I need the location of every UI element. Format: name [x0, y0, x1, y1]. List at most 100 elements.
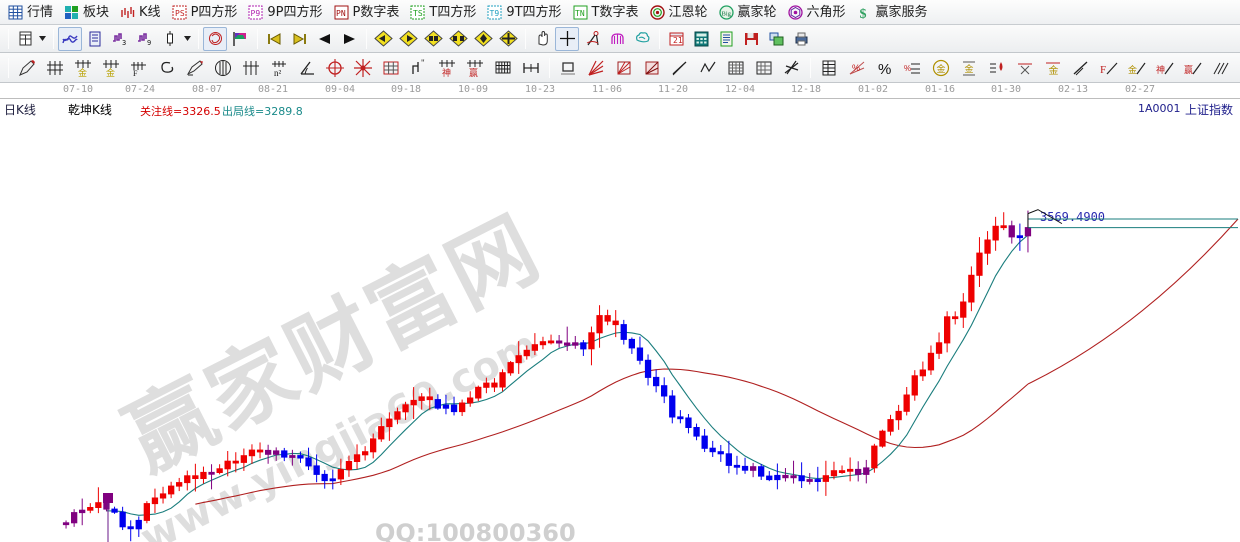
- spiral-icon[interactable]: [153, 55, 180, 81]
- period-dropdown-caret-icon[interactable]: [38, 27, 47, 51]
- calculator-icon[interactable]: [689, 27, 713, 51]
- ink-drop-icon[interactable]: [983, 55, 1010, 81]
- menu-item-7[interactable]: T9 9T四方形: [483, 1, 568, 24]
- star-burst-icon[interactable]: [349, 55, 376, 81]
- n2-square-icon[interactable]: n²: [265, 55, 292, 81]
- date-tick-3: 08-21: [257, 84, 289, 95]
- target-circle-icon[interactable]: [321, 55, 348, 81]
- gann-tool-icon[interactable]: [203, 26, 227, 51]
- slope-line-icon[interactable]: [1067, 55, 1094, 81]
- cross-red-icon[interactable]: [1011, 55, 1038, 81]
- cross-fan-icon[interactable]: [778, 55, 805, 81]
- menu-item-1[interactable]: 板块: [60, 1, 116, 24]
- print-icon[interactable]: [789, 27, 813, 51]
- multi-chart-icon[interactable]: [58, 26, 82, 51]
- kline-9-icon[interactable]: 9: [133, 27, 157, 51]
- next-page-icon[interactable]: [337, 27, 361, 51]
- zoom-out-diamond-icon[interactable]: [446, 27, 470, 51]
- zigzag-icon[interactable]: [694, 55, 721, 81]
- cloud-tool-icon[interactable]: [630, 27, 654, 51]
- crosshair-icon[interactable]: [555, 26, 579, 51]
- percent-icon[interactable]: %: [871, 55, 898, 81]
- svg-text:F: F: [133, 69, 138, 78]
- gold-line-icon[interactable]: 金: [955, 55, 982, 81]
- expand-diamond-icon[interactable]: [496, 27, 520, 51]
- ledger-icon[interactable]: [815, 55, 842, 81]
- fan-tool-icon[interactable]: [605, 27, 629, 51]
- menu-item-9[interactable]: 江恩轮: [646, 1, 715, 24]
- save-icon[interactable]: [739, 27, 763, 51]
- arrow-right-diamond-icon[interactable]: [396, 27, 420, 51]
- menu-item-6[interactable]: TS T四方形: [406, 1, 483, 24]
- svg-text:TN: TN: [575, 9, 585, 18]
- angle-tool-icon[interactable]: [293, 55, 320, 81]
- svg-text:神: 神: [1156, 64, 1165, 75]
- report-icon[interactable]: [83, 27, 107, 51]
- candle-dropdown-caret-icon[interactable]: [183, 27, 192, 51]
- percent-fan-icon[interactable]: %: [843, 55, 870, 81]
- compress-diamond-icon[interactable]: [471, 27, 495, 51]
- prev-page-icon[interactable]: [312, 27, 336, 51]
- step-line-icon[interactable]: ": [405, 55, 432, 81]
- gold-grid-2-icon[interactable]: 金: [97, 55, 124, 81]
- pencil-draw-icon[interactable]: [13, 55, 40, 81]
- quotes-icon: [8, 5, 23, 20]
- notes-icon[interactable]: [714, 27, 738, 51]
- fan-box-icon[interactable]: [610, 55, 637, 81]
- shen-grid-icon[interactable]: 神: [433, 55, 460, 81]
- toolbar-separator: [53, 28, 54, 49]
- calendar-period-icon[interactable]: [13, 27, 37, 51]
- boxed-grid-icon[interactable]: [377, 55, 404, 81]
- copy-icon[interactable]: [764, 27, 788, 51]
- gold-cross-icon[interactable]: 金: [1039, 55, 1066, 81]
- first-page-icon[interactable]: [262, 27, 286, 51]
- grid-lines-icon[interactable]: [41, 55, 68, 81]
- menu-item-4[interactable]: P9 9P四方形: [244, 1, 329, 24]
- two-line-icon[interactable]: [666, 55, 693, 81]
- toolbar-separator: [659, 28, 660, 49]
- menu-item-5[interactable]: PN P数字表: [330, 1, 407, 24]
- dense-grid-icon[interactable]: [489, 55, 516, 81]
- rect-frame-icon[interactable]: [554, 55, 581, 81]
- gold-circle-icon[interactable]: 金: [927, 55, 954, 81]
- percent-line-icon[interactable]: %: [899, 55, 926, 81]
- date-tick-6: 10-09: [457, 84, 489, 95]
- span-measure-icon[interactable]: [517, 55, 544, 81]
- arrow-left-diamond-icon[interactable]: [371, 27, 395, 51]
- shen-slope-icon[interactable]: 神: [1151, 55, 1178, 81]
- four-slope-icon[interactable]: [1207, 55, 1234, 81]
- toolbar-separator: [525, 28, 526, 49]
- calendar-21-icon[interactable]: 21: [664, 27, 688, 51]
- vertical-grid-icon[interactable]: [237, 55, 264, 81]
- menu-item-0[interactable]: 行情: [4, 1, 60, 24]
- chart-area[interactable]: 赢家财富网 www.yingjia60.com QQ:100800360 日K线…: [0, 99, 1240, 542]
- mesh-grid-2-icon[interactable]: [750, 55, 777, 81]
- single-candle-icon[interactable]: [158, 27, 182, 51]
- fan-red-icon[interactable]: [582, 55, 609, 81]
- menu-item-8[interactable]: TN T数字表: [569, 1, 646, 24]
- date-tick-4: 09-04: [324, 84, 356, 95]
- mesh-grid-1-icon[interactable]: [722, 55, 749, 81]
- pen-arrow-icon[interactable]: [181, 55, 208, 81]
- compass-measure-icon[interactable]: [580, 27, 604, 51]
- f-slope-icon[interactable]: F: [1095, 55, 1122, 81]
- svg-text:P9: P9: [251, 9, 261, 18]
- menu-item-10[interactable]: Big 赢家轮: [715, 1, 784, 24]
- menu-item-label: P四方形: [190, 4, 238, 20]
- f-grid-icon[interactable]: F: [125, 55, 152, 81]
- hand-pan-icon[interactable]: [530, 27, 554, 51]
- menu-item-3[interactable]: PS P四方形: [168, 1, 245, 24]
- fan-shade-icon[interactable]: [638, 55, 665, 81]
- ying-grid-icon[interactable]: 赢: [461, 55, 488, 81]
- gold-slope-icon[interactable]: 金: [1123, 55, 1150, 81]
- gold-grid-1-icon[interactable]: 金: [69, 55, 96, 81]
- kline-3-icon[interactable]: 3: [108, 27, 132, 51]
- ying-slope-icon[interactable]: 赢: [1179, 55, 1206, 81]
- last-page-icon[interactable]: [287, 27, 311, 51]
- circle-grid-icon[interactable]: [209, 55, 236, 81]
- menu-item-2[interactable]: K线: [116, 1, 168, 24]
- zoom-in-diamond-icon[interactable]: [421, 27, 445, 51]
- menu-item-12[interactable]: $ 赢家服务: [853, 1, 935, 24]
- menu-item-11[interactable]: 六角形: [784, 1, 853, 24]
- color-flag-icon[interactable]: [228, 27, 252, 51]
